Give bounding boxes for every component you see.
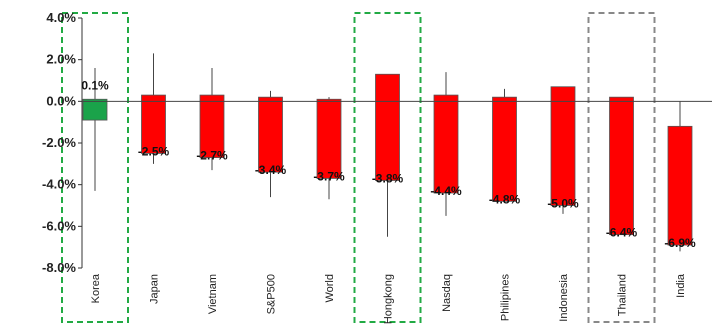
y-tick-label: -8.0% bbox=[42, 260, 76, 275]
highlight-box-thailand bbox=[587, 12, 656, 323]
data-label-korea: 0.1% bbox=[81, 78, 109, 92]
y-tick-label: 2.0% bbox=[46, 52, 76, 67]
y-tick-label: 0.0% bbox=[46, 93, 76, 108]
category-label-korea: Korea bbox=[90, 273, 102, 303]
candle-body-philipines bbox=[492, 96, 517, 202]
candle-body-world bbox=[316, 98, 342, 179]
data-label-thailand: -6.4% bbox=[606, 226, 638, 240]
category-label-vietnam: Vietnam bbox=[207, 274, 219, 314]
highlight-boxes bbox=[61, 12, 656, 323]
data-label-hongkong: -3.8% bbox=[372, 172, 404, 186]
candle-body-s-p500 bbox=[258, 96, 283, 173]
category-label-japan: Japan bbox=[149, 274, 161, 304]
data-label-india: -6.9% bbox=[664, 236, 696, 250]
y-axis: 4.0% 2.0% 0.0% -2.0% -4.0% -6.0% -8.0% bbox=[42, 10, 83, 275]
candles: 0.1% -2.5% -2.7% -3.4% -3.7% -3.8% -4.4% -4.8% -… bbox=[81, 53, 696, 252]
category-label-philipines: Philipines bbox=[500, 274, 512, 322]
highlight-box-hongkong bbox=[353, 12, 422, 323]
y-tick-label: 4.0% bbox=[46, 10, 76, 25]
candle-body-nasdaq bbox=[433, 94, 459, 194]
candle-body-vietnam bbox=[199, 94, 225, 158]
data-label-s-p500: -3.4% bbox=[255, 163, 287, 177]
category-label-india: India bbox=[675, 273, 687, 298]
category-label-s-p500: S&P500 bbox=[266, 274, 278, 314]
category-label-hongkong: Hongkong bbox=[383, 274, 395, 324]
data-label-vietnam: -2.7% bbox=[196, 149, 228, 163]
x-axis: Korea Japan Vietnam S&P500 World Hongkong Nasd… bbox=[82, 100, 712, 324]
candle-body-japan bbox=[141, 94, 166, 154]
category-label-thailand: Thailand bbox=[617, 274, 629, 316]
data-label-japan: -2.5% bbox=[138, 144, 170, 158]
y-tick-label: -2.0% bbox=[42, 135, 76, 150]
highlight-box-korea bbox=[61, 12, 129, 323]
candle-body-thailand bbox=[609, 96, 634, 236]
y-tick-label: -4.0% bbox=[42, 177, 76, 192]
candle-body-india bbox=[667, 125, 693, 246]
data-label-indonesia: -5.0% bbox=[547, 197, 579, 211]
data-label-world: -3.7% bbox=[313, 169, 345, 183]
category-label-nasdaq: Nasdaq bbox=[441, 274, 453, 312]
category-label-indonesia: Indonesia bbox=[558, 273, 570, 322]
candle-body-hongkong bbox=[375, 73, 400, 181]
category-label-world: World bbox=[324, 274, 336, 303]
candle-body-korea bbox=[82, 98, 108, 121]
data-label-philipines: -4.8% bbox=[489, 192, 521, 206]
y-tick-label: -6.0% bbox=[42, 218, 76, 233]
data-label-nasdaq: -4.4% bbox=[430, 184, 462, 198]
candle-body-indonesia bbox=[550, 86, 576, 206]
